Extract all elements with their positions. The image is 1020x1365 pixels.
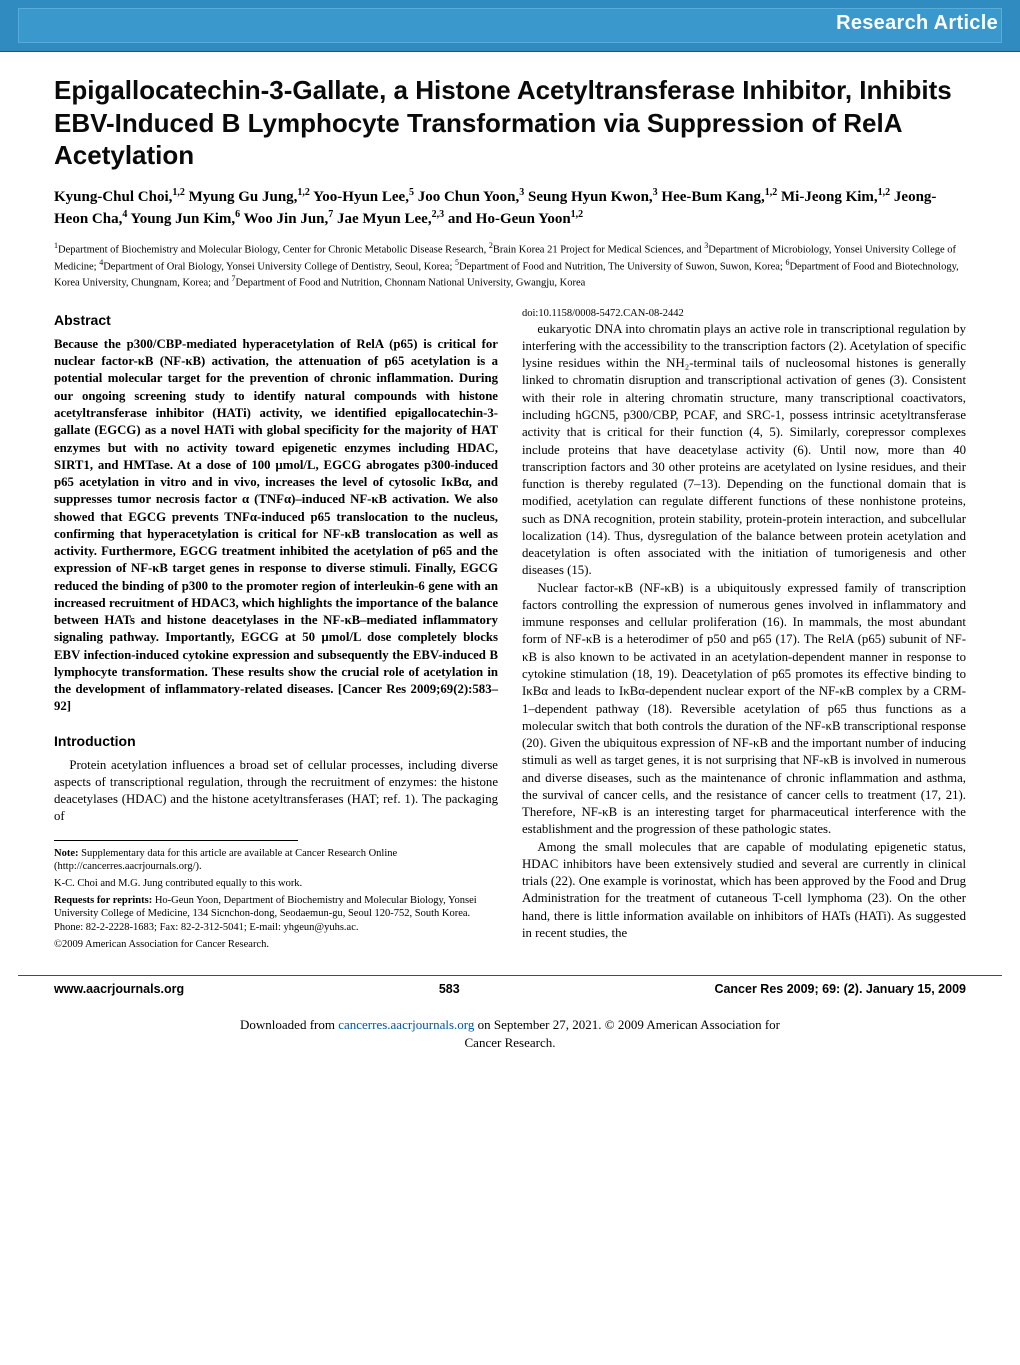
- download-note: Downloaded from cancerres.aacrjournals.o…: [0, 1016, 1020, 1065]
- introduction-heading: Introduction: [54, 732, 498, 751]
- download-line2: Cancer Research.: [465, 1035, 556, 1050]
- page-footer: www.aacrjournals.org 583 Cancer Res 2009…: [18, 975, 1002, 996]
- reprints-label: Requests for reprints:: [54, 895, 152, 906]
- article-title: Epigallocatechin-3-Gallate, a Histone Ac…: [54, 74, 966, 172]
- header-banner: Research Article: [0, 0, 1020, 52]
- abstract-body: Because the p300/CBP-mediated hyperacety…: [54, 336, 498, 716]
- notes-rule: [54, 840, 298, 841]
- right-column-body: eukaryotic DNA into chromatin plays an a…: [522, 321, 966, 943]
- note-label: Note:: [54, 848, 79, 859]
- two-column-body: Abstract Because the p300/CBP-mediated h…: [54, 307, 966, 951]
- body-paragraph: eukaryotic DNA into chromatin plays an a…: [522, 321, 966, 580]
- body-paragraph: Nuclear factor-κB (NF-κB) is a ubiquitou…: [522, 580, 966, 839]
- introduction-body: Protein acetylation influences a broad s…: [54, 757, 498, 826]
- note-doi: doi:10.1158/0008-5472.CAN-08-2442: [522, 307, 966, 321]
- download-pre: Downloaded from: [240, 1017, 338, 1032]
- intro-paragraph: Protein acetylation influences a broad s…: [54, 757, 498, 826]
- note-reprints: Requests for reprints: Ho-Geun Yoon, Dep…: [54, 894, 498, 935]
- author-list: Kyung-Chul Choi,1,2 Myung Gu Jung,1,2 Yo…: [54, 186, 966, 232]
- footer-url: www.aacrjournals.org: [54, 982, 184, 996]
- note-supplementary: Note: Supplementary data for this articl…: [54, 847, 498, 874]
- note-copyright: ©2009 American Association for Cancer Re…: [54, 938, 498, 952]
- footer-page-number: 583: [439, 982, 460, 996]
- page-content: Epigallocatechin-3-Gallate, a Histone Ac…: [0, 52, 1020, 961]
- download-post: on September 27, 2021. © 2009 American A…: [474, 1017, 780, 1032]
- body-paragraph: Among the small molecules that are capab…: [522, 839, 966, 943]
- article-type-label: Research Article: [836, 12, 998, 35]
- footer-citation: Cancer Res 2009; 69: (2). January 15, 20…: [714, 982, 966, 996]
- abstract-heading: Abstract: [54, 311, 498, 330]
- note-text: Supplementary data for this article are …: [54, 848, 397, 873]
- download-link[interactable]: cancerres.aacrjournals.org: [338, 1017, 474, 1032]
- affiliations: 1Department of Biochemistry and Molecula…: [54, 241, 966, 291]
- note-equal-contribution: K-C. Choi and M.G. Jung contributed equa…: [54, 877, 498, 891]
